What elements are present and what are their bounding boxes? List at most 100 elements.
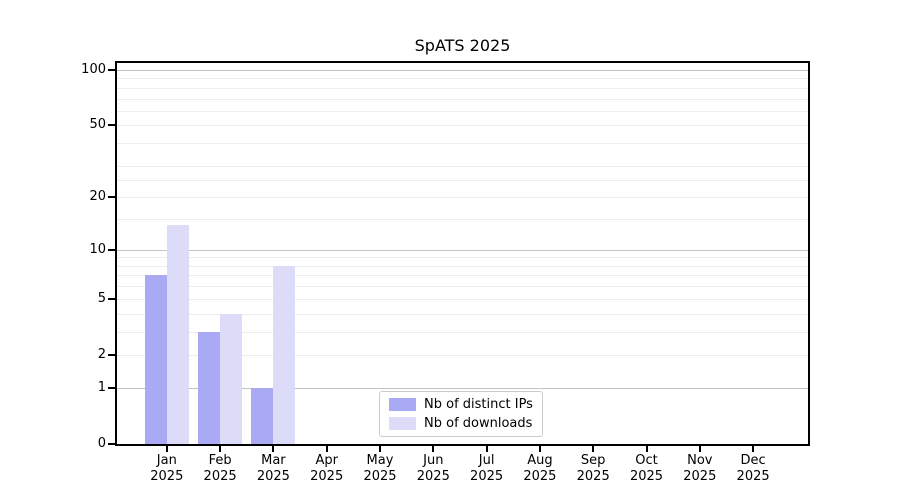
y-tick-20: [108, 196, 115, 199]
gridline-y-25: [117, 179, 808, 181]
x-tick-label-oct: Oct 2025: [615, 453, 679, 485]
x-label-month: Jan: [156, 453, 177, 468]
gridline-y-70: [117, 98, 808, 100]
x-label-month: Nov: [687, 453, 713, 468]
x-label-month: Feb: [208, 453, 232, 468]
x-label-year: 2025: [203, 469, 237, 484]
x-label-month: Jul: [478, 453, 495, 468]
x-label-year: 2025: [256, 469, 290, 484]
x-label-year: 2025: [150, 469, 184, 484]
gridline-y-1: [117, 387, 808, 389]
y-tick-label-10: 10: [89, 241, 106, 257]
y-tick-label-100: 100: [81, 61, 106, 77]
gridline-y-8: [117, 265, 808, 267]
x-tick-label-jan: Jan 2025: [135, 453, 199, 485]
gridline-y-30: [117, 165, 808, 167]
x-tick-nov: [698, 446, 701, 452]
y-tick-100: [108, 68, 115, 71]
gridline-y-9: [117, 257, 808, 259]
y-tick-label-0: 0: [97, 436, 106, 451]
legend-label-distinct-ips: Nb of distinct IPs: [424, 397, 533, 412]
x-tick-apr: [325, 446, 328, 452]
x-label-year: 2025: [363, 469, 397, 484]
x-label-month: Oct: [635, 453, 658, 468]
gridline-y-40: [117, 143, 808, 145]
x-tick-jan: [165, 446, 168, 452]
x-tick-label-apr: Apr 2025: [295, 453, 359, 485]
x-tick-label-feb: Feb 2025: [188, 453, 252, 485]
legend-swatch-distinct-ips: [389, 398, 416, 411]
gridline-y-20: [117, 197, 808, 199]
x-tick-label-dec: Dec 2025: [721, 453, 785, 485]
chart-title: SpATS 2025: [414, 36, 511, 55]
gridline-y-100: [117, 69, 808, 71]
x-tick-oct: [645, 446, 648, 452]
x-tick-label-sep: Sep 2025: [561, 453, 625, 485]
x-label-year: 2025: [576, 469, 610, 484]
x-label-month: May: [366, 453, 394, 468]
y-tick-10: [108, 248, 115, 251]
bar-distinct-ips-mar: [251, 387, 274, 444]
x-tick-dec: [752, 446, 755, 452]
x-label-month: Sep: [580, 453, 606, 468]
bar-distinct-ips-jan: [144, 275, 167, 444]
gridline-y-6: [117, 286, 808, 288]
y-tick-5: [108, 297, 115, 300]
gridline-y-4: [117, 313, 808, 315]
x-label-year: 2025: [523, 469, 557, 484]
x-tick-feb: [219, 446, 222, 452]
x-tick-label-may: May 2025: [348, 453, 412, 485]
gridline-y-7: [117, 275, 808, 277]
bar-downloads-jan: [166, 224, 189, 444]
y-tick-2: [108, 353, 115, 356]
x-label-month: Jun: [423, 453, 444, 468]
gridline-y-10: [117, 249, 808, 251]
y-tick-label-1: 1: [97, 379, 106, 395]
gridline-y-80: [117, 87, 808, 89]
gridline-y-5: [117, 298, 808, 300]
x-label-year: 2025: [470, 469, 504, 484]
y-tick-label-5: 5: [97, 290, 106, 306]
x-label-month: Dec: [740, 453, 766, 468]
gridline-y-3: [117, 331, 808, 333]
legend-label-downloads: Nb of downloads: [424, 416, 533, 431]
x-tick-label-aug: Aug 2025: [508, 453, 572, 485]
x-label-year: 2025: [310, 469, 344, 484]
x-tick-label-jun: Jun 2025: [401, 453, 465, 485]
gridline-y-2: [117, 354, 808, 356]
y-tick-0: [108, 443, 115, 445]
x-label-year: 2025: [629, 469, 664, 484]
x-label-month: Apr: [315, 453, 338, 468]
legend-item-downloads: Nb of downloads: [389, 416, 533, 431]
bar-downloads-feb: [220, 313, 243, 444]
bar-distinct-ips-feb: [198, 331, 221, 444]
x-tick-label-nov: Nov 2025: [668, 453, 732, 485]
legend-item-distinct-ips: Nb of distinct IPs: [389, 397, 533, 412]
x-label-month: Mar: [261, 453, 286, 468]
x-tick-label-jul: Jul 2025: [455, 453, 519, 485]
x-tick-may: [379, 446, 381, 452]
legend-swatch-downloads: [389, 417, 416, 430]
x-label-year: 2025: [736, 469, 770, 484]
legend: Nb of distinct IPs Nb of downloads: [379, 391, 543, 437]
x-tick-jul: [485, 446, 488, 452]
y-tick-50: [108, 124, 115, 127]
y-tick-label-50: 50: [89, 117, 106, 133]
y-tick-1: [108, 386, 115, 389]
y-tick-label-20: 20: [89, 189, 106, 205]
x-label-month: Aug: [527, 453, 553, 468]
gridline-y-90: [117, 78, 808, 80]
x-tick-label-mar: Mar 2025: [241, 453, 305, 485]
y-tick-label-2: 2: [97, 346, 106, 362]
gridline-y-60: [117, 110, 808, 112]
x-tick-aug: [538, 446, 541, 452]
gridline-y-15: [117, 219, 808, 221]
bar-downloads-mar: [273, 265, 296, 444]
x-tick-mar: [272, 446, 275, 452]
x-tick-sep: [592, 446, 595, 452]
x-label-year: 2025: [416, 469, 450, 484]
x-label-year: 2025: [683, 469, 717, 484]
gridline-y-50: [117, 125, 808, 127]
x-tick-jun: [432, 446, 435, 452]
